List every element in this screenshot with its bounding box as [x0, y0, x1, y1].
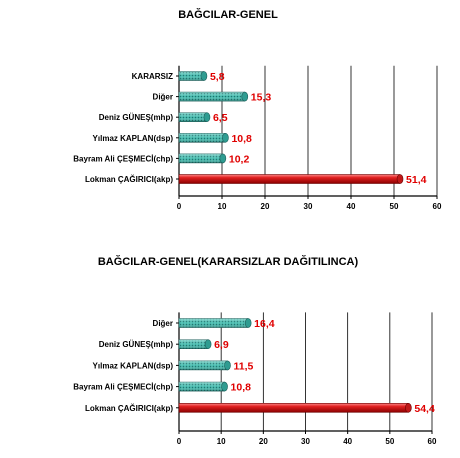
x-tick-label: 50 [390, 202, 399, 211]
chart-top: 0 10 20 30 40 50 60 KARARSIZ 5,8 Diğer 15,3 Deniz G… [73, 65, 442, 211]
bar-end-cap [396, 174, 404, 184]
bar-end-cap [221, 381, 228, 392]
bar [178, 402, 409, 413]
data-label: 16,4 [254, 318, 275, 330]
bar-end-cap [222, 133, 229, 143]
bar-end-cap [244, 318, 252, 328]
bar-end-cap [204, 339, 212, 350]
bar-shade [179, 71, 204, 81]
category-label: Diğer [153, 319, 173, 328]
bar-shade [179, 133, 226, 143]
category-label: Deniz GÜNEŞ(mhp) [99, 113, 174, 122]
chart-title: BAĞCILAR-GENEL(KARARSIZLAR DAĞITILINCA) [98, 255, 359, 268]
bar-end-cap [203, 112, 211, 122]
data-label: 5,8 [210, 71, 225, 83]
chart-title: BAĞCILAR-GENEL [178, 8, 278, 21]
category-label: Yılmaz KAPLAN(dsp) [93, 361, 174, 370]
bar-end-cap [224, 360, 231, 371]
x-tick-label: 30 [301, 437, 310, 446]
data-label: 15,3 [251, 92, 272, 104]
chart-bottom: 0 10 20 30 40 50 60 Diğer 16,4 Deniz GÜNEŞ(mhp) 6,… [73, 312, 437, 446]
category-label: Yılmaz KAPLAN(dsp) [93, 134, 174, 143]
category-label: Bayram Ali ÇEŞMECİ(chp) [73, 383, 173, 392]
bar-end-cap [405, 402, 412, 413]
category-label: Deniz GÜNEŞ(mhp) [99, 340, 174, 349]
x-tick-label: 60 [428, 437, 437, 446]
category-label: KARARSIZ [132, 72, 173, 81]
x-tick-label: 20 [261, 202, 270, 211]
bar-shade [179, 382, 225, 392]
x-tick-label: 30 [304, 202, 313, 211]
x-tick-label: 60 [433, 202, 442, 211]
data-label: 11,5 [233, 360, 253, 372]
bar-shade [179, 360, 228, 370]
data-label: 54,4 [414, 403, 435, 415]
x-tick-label: 20 [259, 437, 268, 446]
category-label: Diğer [153, 93, 173, 102]
data-label: 6,9 [214, 339, 229, 351]
category-label: Lokman ÇAĞIRICI(akp) [85, 175, 173, 184]
x-tick-label: 40 [347, 202, 356, 211]
category-label: Bayram Ali ÇEŞMECİ(chp) [73, 154, 173, 163]
bar-shade [179, 339, 209, 349]
x-tick-label: 0 [177, 202, 182, 211]
bar-end-cap [200, 71, 208, 81]
x-tick-label: 10 [218, 202, 227, 211]
bar-shade [179, 92, 245, 102]
bar-shade [179, 318, 249, 328]
x-tick-label: 0 [177, 437, 182, 446]
x-tick-label: 10 [217, 437, 226, 446]
data-label: 6,5 [213, 112, 228, 124]
bar-end-cap [219, 153, 227, 164]
bar-shade [179, 153, 223, 163]
bar-shade [179, 112, 207, 122]
data-label: 51,4 [406, 174, 427, 186]
category-label: Lokman ÇAĞIRICI(akp) [85, 404, 173, 413]
data-label: 10,2 [229, 153, 250, 165]
x-tick-label: 50 [385, 437, 394, 446]
x-tick-label: 40 [343, 437, 352, 446]
data-label: 10,8 [231, 133, 252, 145]
bar [178, 174, 401, 184]
data-label: 10,8 [231, 382, 252, 394]
bar-end-cap [241, 91, 249, 102]
